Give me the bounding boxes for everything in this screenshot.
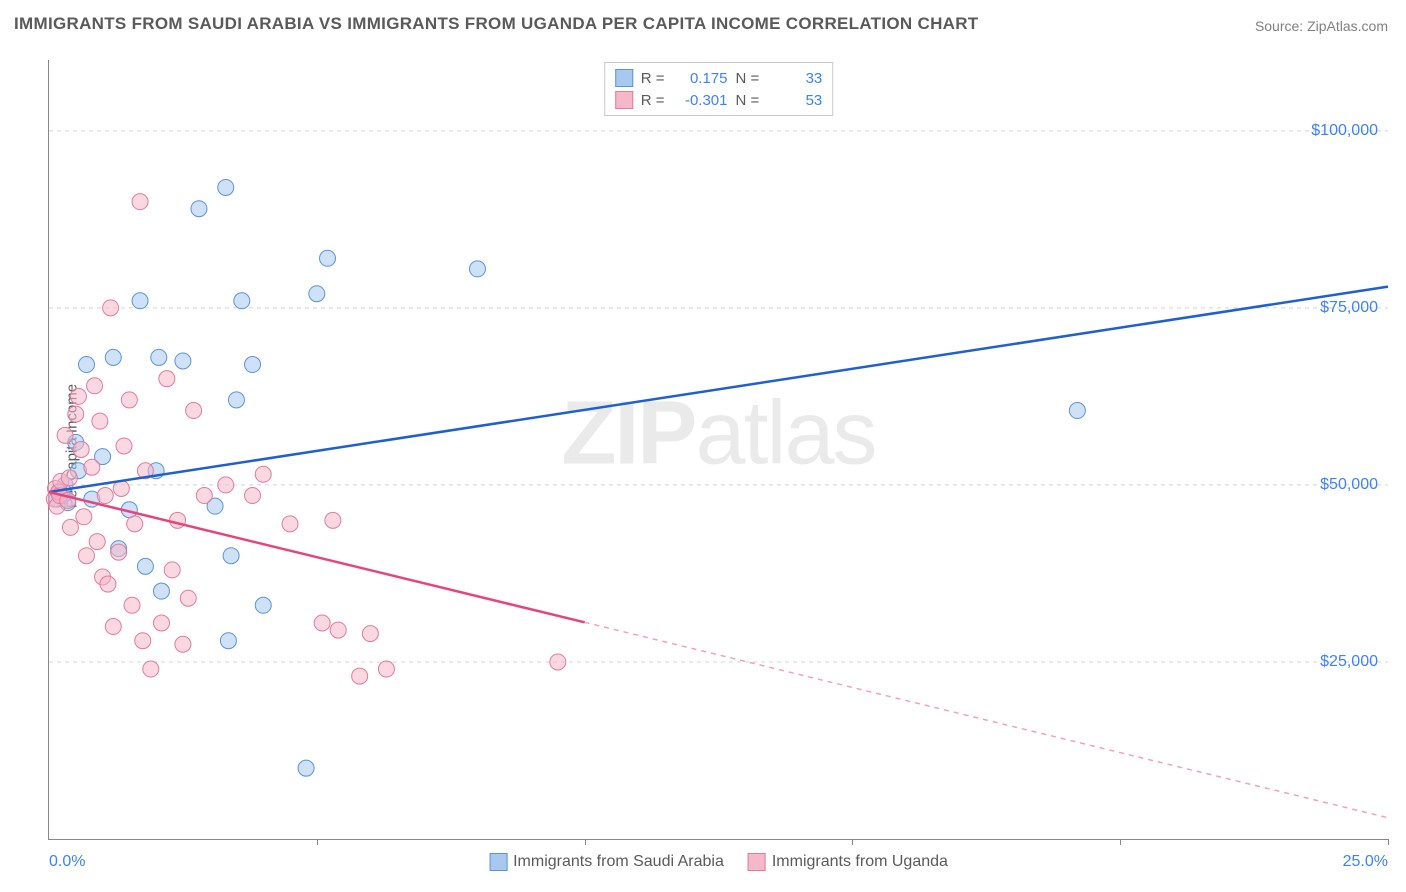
- x-tick: [852, 839, 853, 845]
- series-legend: Immigrants from Saudi Arabia Immigrants …: [489, 853, 948, 871]
- chart-title: IMMIGRANTS FROM SAUDI ARABIA VS IMMIGRAN…: [14, 14, 978, 34]
- y-tick-label: $25,000: [1320, 653, 1378, 671]
- data-point-series-0: [191, 201, 207, 217]
- data-point-series-0: [320, 250, 336, 266]
- data-point-series-1: [87, 378, 103, 394]
- data-point-series-1: [135, 633, 151, 649]
- data-point-series-0: [223, 548, 239, 564]
- data-point-series-1: [70, 388, 86, 404]
- trend-line-series-0: [49, 287, 1388, 492]
- data-point-series-1: [97, 488, 113, 504]
- data-point-series-1: [378, 661, 394, 677]
- data-point-series-1: [116, 438, 132, 454]
- legend-item-0: Immigrants from Saudi Arabia: [489, 853, 724, 871]
- data-point-series-1: [61, 470, 77, 486]
- data-point-series-1: [76, 509, 92, 525]
- data-point-series-1: [255, 466, 271, 482]
- data-point-series-1: [550, 654, 566, 670]
- data-point-series-0: [228, 392, 244, 408]
- plot-area: ZIPatlas R = 0.175 N = 33 R = -0.301 N =…: [48, 60, 1388, 840]
- series-0-name: Immigrants from Saudi Arabia: [513, 853, 724, 871]
- y-tick-label: $100,000: [1311, 122, 1378, 140]
- data-point-series-1: [186, 403, 202, 419]
- data-point-series-1: [68, 406, 84, 422]
- data-point-series-0: [78, 357, 94, 373]
- data-point-series-1: [124, 597, 140, 613]
- data-point-series-1: [121, 392, 137, 408]
- data-point-series-1: [127, 516, 143, 532]
- data-point-series-1: [175, 636, 191, 652]
- data-point-series-0: [132, 293, 148, 309]
- series-1-name: Immigrants from Uganda: [772, 853, 948, 871]
- y-tick-label: $50,000: [1320, 476, 1378, 494]
- data-point-series-1: [100, 576, 116, 592]
- legend-swatch-1b: [748, 853, 766, 871]
- data-point-series-0: [469, 261, 485, 277]
- data-point-series-1: [170, 512, 186, 528]
- data-point-series-1: [57, 427, 73, 443]
- data-point-series-1: [314, 615, 330, 631]
- data-point-series-0: [218, 179, 234, 195]
- x-min-label: 0.0%: [49, 853, 85, 871]
- data-point-series-1: [180, 590, 196, 606]
- data-point-series-0: [245, 357, 261, 373]
- data-point-series-1: [143, 661, 159, 677]
- data-point-series-0: [175, 353, 191, 369]
- plot-svg: [49, 60, 1388, 839]
- source-attribution: Source: ZipAtlas.com: [1255, 18, 1388, 34]
- data-point-series-0: [298, 760, 314, 776]
- data-point-series-1: [245, 488, 261, 504]
- data-point-series-0: [153, 583, 169, 599]
- data-point-series-1: [330, 622, 346, 638]
- legend-swatch-0b: [489, 853, 507, 871]
- data-point-series-1: [196, 488, 212, 504]
- trend-line-extrapolated-series-1: [585, 622, 1388, 817]
- data-point-series-0: [309, 286, 325, 302]
- x-tick: [1120, 839, 1121, 845]
- data-point-series-1: [352, 668, 368, 684]
- data-point-series-1: [362, 626, 378, 642]
- data-point-series-1: [132, 194, 148, 210]
- data-point-series-0: [1069, 403, 1085, 419]
- data-point-series-1: [89, 534, 105, 550]
- x-tick: [317, 839, 318, 845]
- x-tick: [585, 839, 586, 845]
- data-point-series-1: [103, 300, 119, 316]
- data-point-series-1: [111, 544, 127, 560]
- data-point-series-1: [282, 516, 298, 532]
- data-point-series-0: [220, 633, 236, 649]
- data-point-series-1: [105, 619, 121, 635]
- data-point-series-0: [234, 293, 250, 309]
- data-point-series-1: [325, 512, 341, 528]
- data-point-series-0: [137, 558, 153, 574]
- x-tick: [1388, 839, 1389, 845]
- data-point-series-1: [159, 371, 175, 387]
- legend-item-1: Immigrants from Uganda: [748, 853, 948, 871]
- data-point-series-1: [164, 562, 180, 578]
- data-point-series-1: [153, 615, 169, 631]
- data-point-series-1: [62, 519, 78, 535]
- data-point-series-1: [218, 477, 234, 493]
- data-point-series-0: [105, 349, 121, 365]
- data-point-series-1: [92, 413, 108, 429]
- x-max-label: 25.0%: [1343, 853, 1388, 871]
- data-point-series-1: [78, 548, 94, 564]
- y-tick-label: $75,000: [1320, 299, 1378, 317]
- data-point-series-0: [255, 597, 271, 613]
- data-point-series-0: [151, 349, 167, 365]
- data-point-series-1: [73, 442, 89, 458]
- data-point-series-1: [84, 459, 100, 475]
